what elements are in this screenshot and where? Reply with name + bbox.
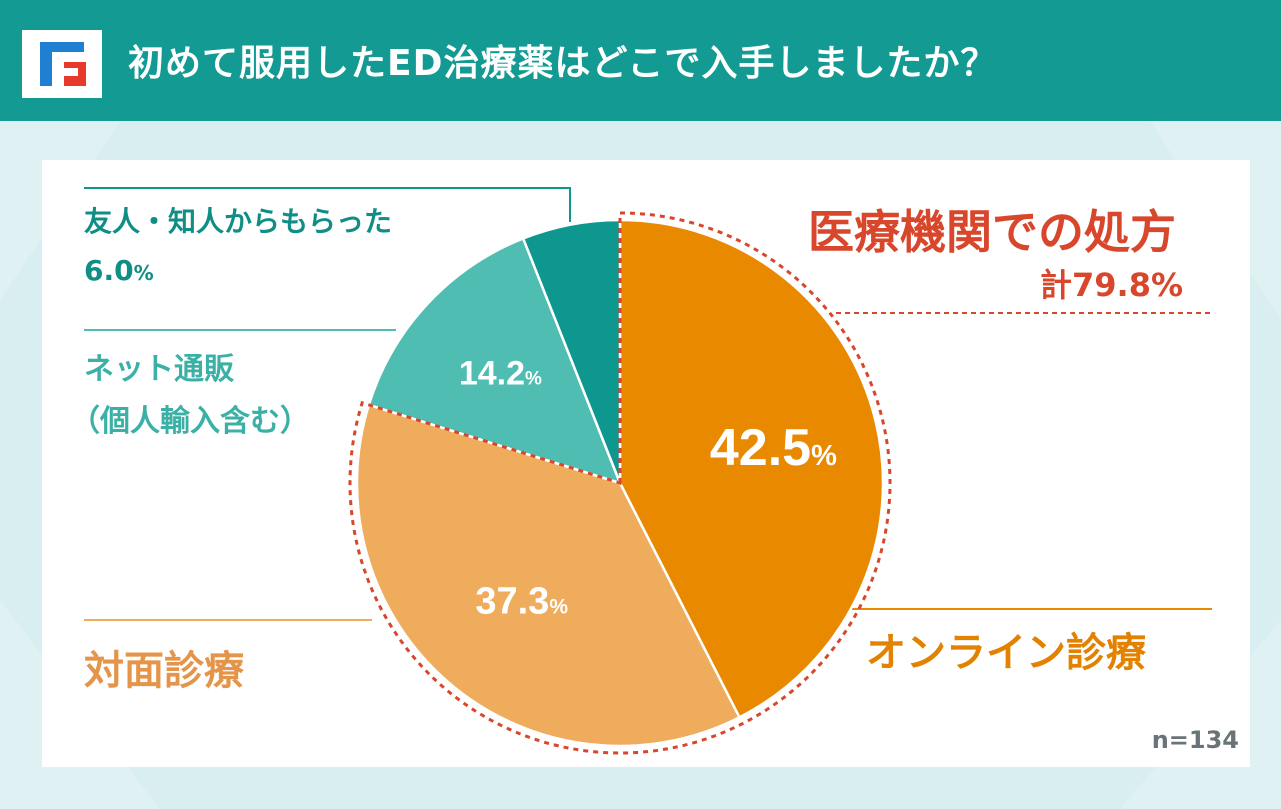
pie-slice-3	[367, 236, 623, 485]
friend-label: 友人・知人からもらった	[84, 205, 393, 238]
slice-label-2: 37.3%	[475, 580, 568, 622]
friend-value: 6.0	[84, 254, 134, 287]
pie-slice-2	[355, 403, 742, 748]
slice-label-percent-3: %	[525, 368, 542, 389]
online-label: オンライン診療	[866, 630, 1146, 676]
brand-logo	[22, 30, 102, 98]
logo-mark	[40, 42, 86, 86]
slice-label-percent-1: %	[811, 440, 837, 472]
net-label-line1: ネット通販	[84, 352, 234, 387]
slice-label-3: 14.2%	[459, 354, 542, 392]
slice-label-value-2: 37.3	[475, 580, 549, 622]
slice-label-value-3: 14.2	[459, 354, 525, 392]
header-bar: 初めて服用したED治療薬はどこで入手しましたか？	[0, 0, 1281, 121]
in-person-label: 対面診療	[84, 648, 244, 694]
slice-label-1: 42.5%	[710, 419, 837, 477]
pie-slice-1	[618, 218, 885, 720]
pie-slices	[355, 218, 885, 748]
slice-value-labels: 42.5%37.3%14.2%	[459, 354, 837, 622]
medical-group-title: 医療機関での処方	[808, 205, 1176, 259]
leader-lines	[84, 187, 1212, 621]
friend-percent-sign: %	[133, 261, 154, 285]
medical-group-total: 計79.8%	[1040, 266, 1184, 304]
page-title: 初めて服用したED治療薬はどこで入手しましたか？	[128, 43, 998, 84]
slice-label-percent-2: %	[549, 595, 568, 618]
sample-size: n=134	[1151, 726, 1239, 754]
slice-label-value-1: 42.5	[710, 419, 811, 477]
friend-leader-line	[84, 187, 571, 222]
net-label-line2: （個人輸入含む）	[70, 404, 310, 439]
friend-value-label: 6.0%	[84, 254, 154, 287]
